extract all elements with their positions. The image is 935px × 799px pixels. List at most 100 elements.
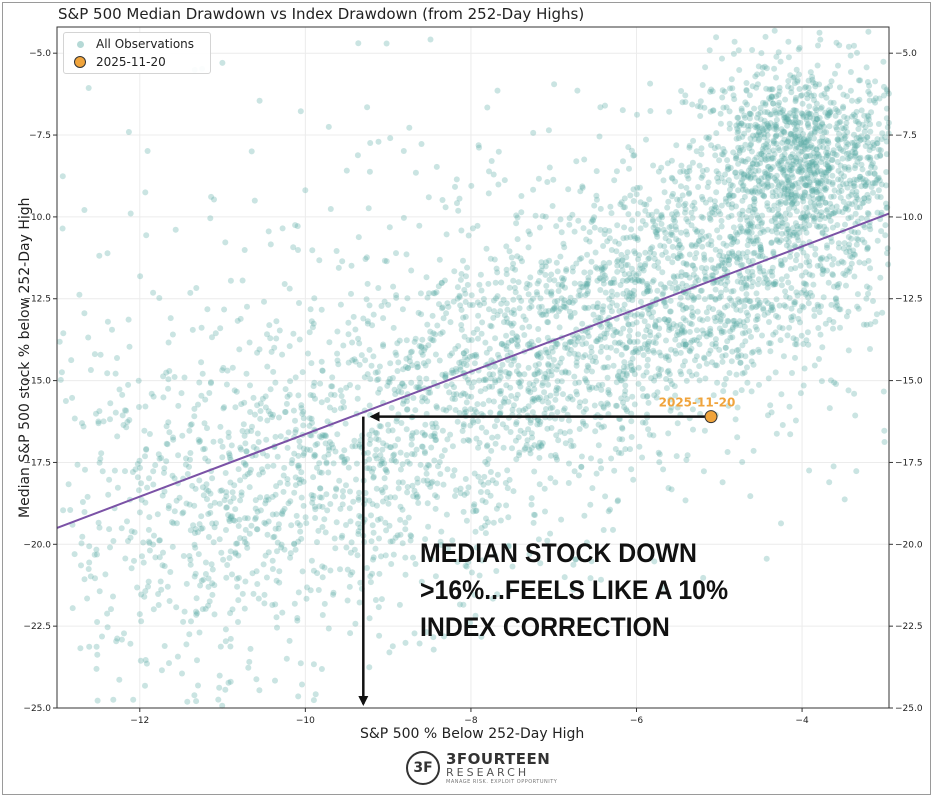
scatter-point: [792, 126, 799, 133]
scatter-point: [840, 103, 847, 110]
scatter-point: [490, 371, 497, 378]
scatter-point: [660, 466, 667, 473]
scatter-point: [93, 643, 100, 650]
scatter-point: [440, 315, 447, 322]
scatter-point: [655, 226, 662, 233]
scatter-point: [744, 242, 751, 249]
scatter-point: [803, 259, 810, 266]
scatter-point: [864, 79, 871, 85]
scatter-point: [486, 306, 492, 313]
scatter-point: [750, 447, 757, 454]
scatter-point: [726, 125, 733, 132]
scatter-point: [773, 74, 779, 81]
scatter-point: [734, 404, 741, 411]
scatter-point: [524, 341, 531, 348]
scatter-point: [106, 476, 113, 483]
scatter-point: [542, 508, 548, 515]
scatter-point: [112, 370, 119, 377]
scatter-point: [716, 157, 723, 164]
scatter-point: [867, 346, 873, 352]
scatter-point: [734, 125, 741, 132]
scatter-point: [733, 229, 739, 236]
scatter-point: [773, 223, 780, 230]
scatter-point: [778, 187, 785, 194]
scatter-point: [217, 325, 224, 332]
scatter-point: [878, 136, 885, 143]
scatter-point: [686, 144, 693, 151]
scatter-point: [793, 66, 800, 73]
scatter-point: [302, 187, 309, 194]
scatter-point: [855, 196, 862, 203]
scatter-point: [667, 308, 674, 315]
scatter-point: [80, 423, 87, 430]
scatter-point: [219, 443, 226, 450]
scatter-point: [847, 52, 854, 59]
scatter-point: [690, 426, 696, 433]
scatter-point: [99, 468, 106, 475]
scatter-point: [852, 412, 859, 419]
scatter-point: [816, 356, 822, 362]
scatter-point: [370, 474, 377, 481]
scatter-point: [124, 518, 130, 525]
scatter-point: [746, 145, 753, 152]
scatter-point: [726, 254, 733, 261]
legend-label-2025-11-20: 2025-11-20: [96, 55, 166, 69]
scatter-point: [615, 240, 622, 247]
scatter-point: [332, 545, 339, 552]
scatter-point: [650, 216, 656, 223]
scatter-point: [311, 379, 318, 386]
scatter-point: [798, 332, 805, 339]
scatter-point: [267, 386, 274, 393]
scatter-point: [843, 203, 850, 210]
scatter-point: [311, 503, 318, 510]
scatter-point: [796, 44, 803, 51]
scatter-point: [800, 304, 807, 311]
scatter-point: [819, 171, 825, 178]
scatter-point: [841, 165, 848, 172]
scatter-point: [196, 379, 203, 386]
scatter-point: [844, 115, 851, 122]
scatter-point: [661, 243, 668, 250]
scatter-point: [334, 328, 341, 335]
scatter-point: [852, 150, 858, 157]
scatter-point: [597, 458, 604, 465]
scatter-point: [821, 123, 828, 130]
scatter-point: [813, 163, 820, 170]
scatter-point: [264, 531, 271, 538]
scatter-point: [497, 308, 504, 315]
scatter-point: [737, 322, 744, 329]
scatter-point: [784, 113, 791, 120]
scatter-point: [676, 250, 683, 257]
scatter-point: [241, 247, 248, 253]
scatter-point: [842, 133, 849, 140]
scatter-point: [845, 43, 852, 50]
scatter-point: [300, 445, 307, 452]
scatter-point: [555, 281, 562, 288]
scatter-point: [503, 424, 510, 431]
scatter-point: [397, 503, 404, 510]
scatter-point: [372, 597, 379, 603]
scatter-point: [747, 298, 754, 305]
scatter-point: [748, 214, 755, 221]
scatter-point: [854, 204, 860, 211]
scatter-point: [708, 272, 715, 279]
scatter-point: [801, 365, 808, 372]
scatter-point: [767, 120, 774, 127]
scatter-point: [865, 257, 872, 264]
scatter-point: [617, 282, 624, 288]
scatter-point: [841, 173, 847, 180]
scatter-point: [836, 84, 843, 91]
scatter-point: [507, 320, 514, 327]
scatter-point: [721, 88, 728, 95]
scatter-point: [775, 206, 782, 213]
scatter-point: [191, 573, 198, 580]
scatter-point: [806, 212, 813, 219]
y-tick-label-right: −7.5: [895, 131, 917, 141]
scatter-point: [585, 274, 592, 281]
scatter-point: [720, 146, 727, 152]
scatter-point: [381, 257, 388, 264]
scatter-point: [442, 204, 449, 211]
scatter-point: [625, 211, 632, 218]
scatter-point: [826, 110, 833, 116]
scatter-point: [828, 164, 835, 171]
